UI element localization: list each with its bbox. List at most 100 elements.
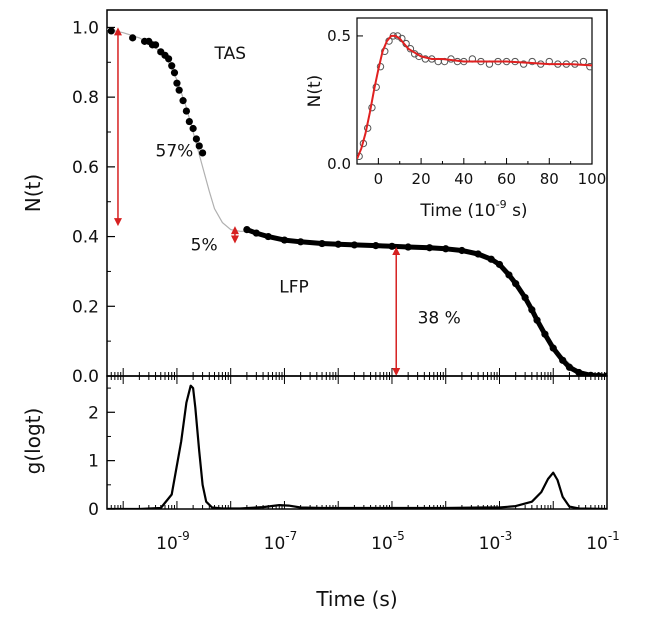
inset-x-tick-label: 40: [454, 170, 473, 188]
lfp-point: [280, 236, 289, 244]
lfp-point: [372, 242, 380, 250]
bottom-x-tick-label: 10-1: [586, 529, 620, 554]
tas-point: [189, 124, 197, 133]
lfp-point: [533, 316, 541, 324]
inset-y-tick-label: 0.0: [327, 155, 351, 173]
tick-exponent: -3: [500, 529, 512, 543]
tas-point: [175, 86, 183, 94]
lfp-point: [297, 238, 305, 246]
tas-point: [198, 149, 207, 157]
bottom-y-tick-label: 1: [88, 452, 99, 472]
main-y-tick-label: 0.4: [72, 228, 99, 248]
lfp-point: [603, 372, 607, 376]
tas-point: [168, 62, 176, 70]
main-y-tick-label: 0.2: [72, 297, 99, 317]
tick-base: 10: [479, 534, 501, 554]
inset-plot-panel: 0 20 40 60 80 100 0.0 0.5 N(t) Time (10-9 s): [305, 17, 606, 221]
bottom-plot-panel: 012 10-9 10-7 10-5 10-3 10-1 g(logt) Time (s…: [21, 375, 620, 611]
inset-x-tick-label: 100: [578, 170, 607, 188]
inset-y-tick-label: 0.5: [327, 27, 351, 45]
lfp-point: [575, 368, 583, 376]
bottom-y-tick-label: 0: [88, 500, 99, 520]
main-y-axis: 0.0 0.2 0.4 0.6 0.8 1.0: [72, 18, 115, 387]
lfp-point: [505, 271, 513, 279]
lfp-point: [521, 293, 529, 302]
lfp-point: [565, 363, 574, 371]
bottom-y-axis: 0 1 2: [88, 387, 115, 520]
inset-x-axis-title: Time (10-9 s): [419, 198, 527, 221]
annotation-arrow-2-head-down: [230, 235, 239, 244]
main-x-axis-ticks: [110, 368, 608, 376]
inset-x-tick-label: 0: [374, 170, 384, 188]
bottom-data-series: [107, 384, 607, 509]
lfp-point: [243, 226, 251, 234]
bottom-x-tick-label: 10-5: [371, 529, 405, 554]
inset-background: [356, 17, 593, 165]
inset-x-tick-label: 60: [497, 170, 516, 188]
inset-axes: 0 20 40 60 80 100 0.0 0.5: [327, 27, 606, 188]
annotation-arrow-4-head-down: [392, 368, 401, 376]
lfp-point: [474, 250, 482, 258]
inset-fit-line: [357, 34, 592, 160]
lfp-point: [587, 371, 595, 376]
lfp-point: [264, 232, 272, 241]
tas-point: [129, 34, 137, 42]
inset-data-series: [357, 32, 592, 161]
inset-data-point: [586, 62, 592, 71]
main-y-tick-label: 0.6: [72, 158, 99, 178]
tas-point: [195, 142, 203, 150]
inset-data-point: [528, 57, 536, 66]
tas-point: [182, 107, 191, 115]
lfp-point: [442, 245, 450, 253]
annotation-label: 5%: [191, 236, 218, 256]
x-axis-title: Time (s): [315, 587, 397, 611]
lfp-point: [318, 239, 326, 248]
annotation-arrow-2-head-up: [230, 226, 239, 235]
tas-point: [192, 135, 200, 143]
lfp-point: [512, 280, 520, 288]
tick-base: 10: [264, 534, 286, 554]
main-y-tick-label: 1.0: [72, 18, 99, 38]
tick-exponent: -9: [178, 529, 190, 543]
bottom-x-axis: 10-9 10-7 10-5 10-3 10-1: [110, 376, 620, 554]
lfp-point: [495, 260, 504, 269]
tas-point: [151, 41, 160, 49]
annotation-label: 38 %: [418, 309, 461, 329]
lfp-trace: [246, 227, 607, 376]
lfp-point: [334, 240, 342, 248]
tas-point: [179, 97, 187, 105]
lfp-point: [252, 229, 260, 237]
tas-point: [185, 117, 193, 126]
tas-point: [170, 69, 179, 77]
annotation-label: TAS: [214, 44, 247, 64]
lfp-point: [528, 306, 536, 314]
lfp-point: [404, 243, 412, 251]
annotation-arrow-1-head-down: [113, 218, 122, 227]
inset-data-point: [519, 60, 528, 68]
lfp-point: [425, 244, 434, 252]
bottom-x-tick-label: 10-7: [264, 529, 298, 554]
annotation-label: LFP: [279, 277, 309, 297]
bottom-y-axis-title: g(logt): [21, 408, 45, 475]
annotation-label: 57%: [156, 141, 194, 161]
tick-base: 10: [586, 534, 608, 554]
main-y-axis-title: N(t): [21, 174, 45, 212]
bottom-x-tick-label: 10-9: [156, 529, 190, 554]
inset-x-axis-title-unit: s): [507, 201, 528, 221]
main-y-tick-label: 0.0: [72, 367, 99, 387]
distribution-line: [107, 384, 607, 509]
bottom-y-tick-label: 2: [88, 403, 99, 423]
lfp-point: [549, 344, 557, 352]
inset-x-axis-title-exponent: -9: [496, 198, 507, 211]
bottom-x-tick-label: 10-3: [479, 529, 513, 554]
inset-x-tick-label: 80: [540, 170, 559, 188]
main-plot-panel: 0.0 0.2 0.4 0.6 0.8 1.0 TAS 57% 5% LFP 38 % N(t): [21, 9, 608, 387]
inset-x-tick-label: 20: [412, 170, 431, 188]
lfp-point: [541, 330, 549, 338]
tick-exponent: -1: [608, 529, 620, 543]
lfp-point: [559, 356, 567, 364]
lfp-point: [388, 242, 396, 250]
lfp-point: [595, 372, 603, 376]
lfp-point: [487, 255, 495, 263]
